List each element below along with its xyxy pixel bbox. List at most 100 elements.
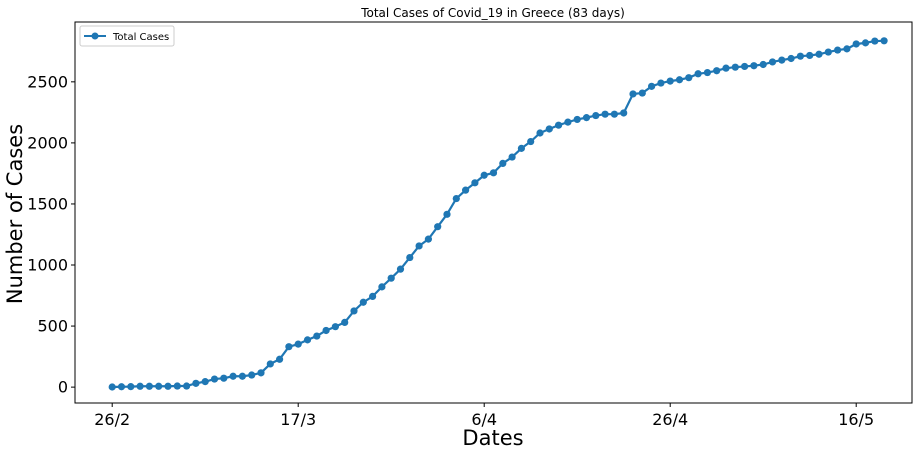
data-point bbox=[294, 340, 302, 348]
series-points bbox=[108, 37, 888, 391]
data-point bbox=[517, 144, 526, 152]
legend-marker-icon bbox=[91, 32, 99, 40]
data-point bbox=[201, 378, 209, 386]
data-point bbox=[527, 137, 535, 146]
data-point bbox=[722, 64, 730, 72]
data-point bbox=[285, 343, 293, 351]
data-point bbox=[648, 82, 656, 90]
x-tick-label: 26/2 bbox=[94, 410, 130, 429]
y-tick-label: 0 bbox=[58, 378, 68, 397]
data-point bbox=[564, 118, 572, 126]
chart-title: Total Cases of Covid_19 in Greece (83 da… bbox=[360, 6, 625, 20]
data-point bbox=[499, 159, 507, 168]
x-tick-label: 6/4 bbox=[471, 410, 497, 429]
data-point bbox=[638, 89, 646, 97]
data-point bbox=[489, 169, 498, 177]
x-tick-label: 16/5 bbox=[838, 410, 874, 429]
data-point bbox=[434, 223, 442, 231]
data-point bbox=[843, 45, 851, 53]
data-point bbox=[861, 39, 870, 47]
data-point bbox=[806, 51, 814, 60]
data-point bbox=[136, 382, 144, 390]
data-point bbox=[462, 186, 470, 194]
data-point bbox=[303, 336, 312, 344]
data-point bbox=[443, 210, 451, 218]
data-point bbox=[127, 383, 135, 391]
data-point bbox=[452, 194, 460, 203]
data-point bbox=[759, 60, 767, 69]
y-tick-label: 2500 bbox=[27, 72, 68, 91]
y-axis-label: Number of Cases bbox=[3, 124, 27, 304]
data-point bbox=[192, 379, 200, 387]
data-point bbox=[350, 307, 358, 315]
data-point bbox=[145, 382, 153, 390]
data-point bbox=[629, 90, 637, 98]
data-point bbox=[424, 235, 432, 243]
data-point bbox=[555, 121, 563, 129]
data-point bbox=[657, 79, 665, 87]
y-tick-label: 2000 bbox=[27, 133, 68, 152]
data-point bbox=[369, 292, 377, 300]
legend-box bbox=[79, 25, 175, 47]
y-tick-label: 1000 bbox=[27, 256, 68, 275]
data-point bbox=[536, 129, 544, 137]
data-point bbox=[359, 298, 367, 306]
data-point bbox=[834, 46, 842, 54]
data-point bbox=[220, 374, 228, 382]
data-point bbox=[703, 68, 712, 77]
data-point bbox=[480, 171, 488, 179]
legend-label-total-cases: Total Cases bbox=[112, 32, 169, 43]
data-point bbox=[852, 40, 860, 48]
data-point bbox=[787, 54, 795, 63]
data-point bbox=[210, 375, 219, 383]
x-axis: 26/2 17/3 6/4 26/4 16/5 bbox=[94, 403, 874, 429]
y-axis: 0 500 1000 1500 2000 2500 bbox=[27, 72, 75, 397]
data-point bbox=[592, 111, 600, 120]
data-point bbox=[796, 52, 805, 60]
data-point bbox=[601, 110, 609, 118]
data-point bbox=[675, 76, 684, 84]
data-point bbox=[396, 265, 405, 273]
data-point bbox=[824, 48, 832, 56]
data-point bbox=[713, 67, 721, 75]
x-axis-label: Dates bbox=[462, 426, 523, 450]
data-point bbox=[471, 179, 479, 187]
data-point bbox=[620, 109, 628, 117]
data-point bbox=[871, 37, 879, 45]
data-point bbox=[815, 50, 823, 58]
data-point bbox=[229, 372, 237, 380]
data-point bbox=[238, 372, 246, 380]
data-point bbox=[173, 382, 181, 390]
series-total-cases bbox=[108, 37, 888, 391]
data-point bbox=[508, 153, 516, 161]
data-point bbox=[341, 318, 349, 327]
data-point bbox=[322, 326, 330, 335]
data-point bbox=[155, 382, 163, 390]
y-tick-label: 1500 bbox=[27, 194, 68, 213]
data-point bbox=[257, 369, 265, 377]
data-point bbox=[582, 114, 591, 122]
data-point bbox=[313, 332, 321, 340]
data-point bbox=[248, 371, 256, 379]
data-point bbox=[731, 63, 739, 71]
data-point bbox=[768, 58, 777, 66]
data-point bbox=[117, 383, 126, 391]
data-point bbox=[406, 253, 414, 262]
data-point bbox=[610, 110, 619, 118]
data-point bbox=[685, 74, 693, 82]
data-point bbox=[331, 323, 339, 331]
data-point bbox=[666, 77, 674, 85]
data-point bbox=[183, 382, 191, 390]
data-point bbox=[164, 382, 172, 390]
data-point bbox=[573, 115, 581, 124]
data-point bbox=[276, 355, 284, 363]
data-point bbox=[741, 62, 749, 71]
data-point bbox=[378, 283, 386, 291]
data-point bbox=[880, 37, 888, 45]
data-point bbox=[387, 274, 395, 282]
x-tick-label: 26/4 bbox=[652, 410, 688, 429]
data-point bbox=[415, 242, 423, 250]
data-point bbox=[694, 70, 702, 78]
x-tick-label: 17/3 bbox=[280, 410, 316, 429]
